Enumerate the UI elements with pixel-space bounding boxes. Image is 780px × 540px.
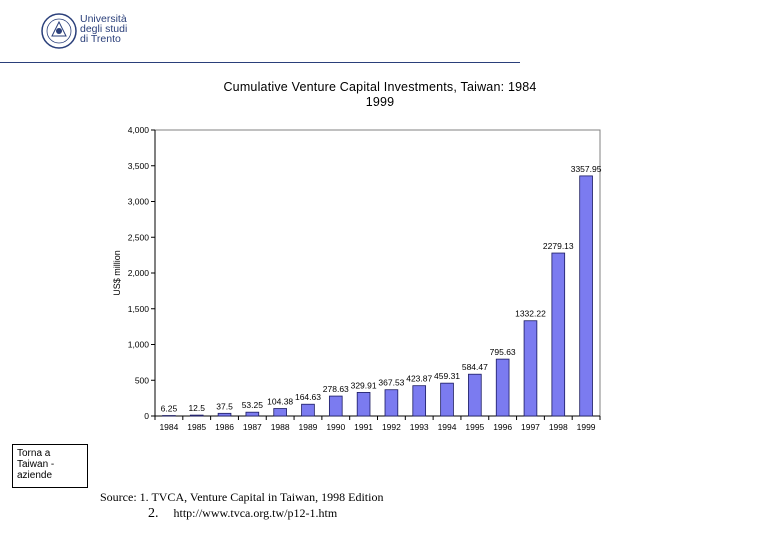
x-tick-label: 1984 xyxy=(159,422,178,432)
bar-1995 xyxy=(468,373,482,417)
x-tick-label: 1995 xyxy=(465,422,484,432)
back-link-line-3: aziende xyxy=(17,470,53,481)
bar-1992 xyxy=(384,389,399,417)
back-link-line-1: Torna a xyxy=(17,448,51,459)
university-logo[interactable]: Università degli studi di Trento xyxy=(40,12,140,52)
x-tick-label: 1997 xyxy=(521,422,540,432)
data-label-1990: 278.63 xyxy=(323,384,349,394)
university-seal-icon xyxy=(41,13,77,49)
data-label-1988: 104.38 xyxy=(267,397,293,407)
bar-1985 xyxy=(189,414,204,417)
y-tick-label: 3,500 xyxy=(128,161,150,171)
data-label-1993: 423.87 xyxy=(406,374,432,384)
y-tick-label: 2,500 xyxy=(128,232,150,242)
bar-1998 xyxy=(551,252,566,417)
x-tick-label: 1993 xyxy=(410,422,429,432)
chart-title-line-2: 1999 xyxy=(365,95,395,109)
bar-1987 xyxy=(245,411,260,417)
bar-1989 xyxy=(301,403,315,417)
x-tick-label: 1994 xyxy=(438,422,457,432)
bar-1986 xyxy=(217,412,232,417)
y-tick-label: 3,000 xyxy=(128,197,150,207)
y-tick-label: 1,000 xyxy=(128,340,150,350)
logo-line-2: degli studi xyxy=(80,23,128,35)
data-label-1995: 584.47 xyxy=(462,362,488,372)
bar-1990 xyxy=(328,395,343,417)
data-label-1996: 795.63 xyxy=(490,347,516,357)
data-label-1986: 37.5 xyxy=(216,401,233,411)
header-divider xyxy=(0,62,520,63)
logo-line-1: Università xyxy=(80,13,127,25)
bar-1994 xyxy=(440,382,454,417)
source-number-2: 2. xyxy=(148,506,159,521)
bar-1993 xyxy=(412,385,427,417)
back-to-taiwan-companies-link[interactable]: Torna a Taiwan - aziende xyxy=(12,444,88,488)
data-label-1998: 2279.13 xyxy=(543,241,574,251)
bar-chart: 0 500 1,000 1,500 2,000 2,500 3,000 3,500 4,000 U… xyxy=(112,125,602,432)
x-tick-label: 1988 xyxy=(271,422,290,432)
source-url[interactable]: http://www.tvca.org.tw/p12-1.htm xyxy=(173,506,338,520)
bar-1991 xyxy=(356,392,371,417)
y-tick-label: 500 xyxy=(135,375,149,385)
chart-title-line-1: Cumulative Venture Capital Investments, … xyxy=(223,80,537,94)
bar-1999 xyxy=(579,175,593,417)
x-tick-label: 1998 xyxy=(549,422,568,432)
data-label-1985: 12.5 xyxy=(188,403,205,413)
data-label-1992: 367.53 xyxy=(378,378,404,388)
y-tick-label: 0 xyxy=(144,411,149,421)
chart-title: Cumulative Venture Capital Investments, … xyxy=(180,80,580,110)
source-note-2: 2. http://www.tvca.org.tw/p12-1.htm xyxy=(148,506,337,522)
bar-1997 xyxy=(523,320,538,417)
data-label-1991: 329.91 xyxy=(351,380,377,390)
data-label-1997: 1332.22 xyxy=(515,309,546,319)
x-tick-label: 1989 xyxy=(299,422,318,432)
bar-1988 xyxy=(273,408,287,417)
bar-1996 xyxy=(495,358,510,417)
y-tick-label: 2,000 xyxy=(128,268,150,278)
back-link-line-2: Taiwan - xyxy=(17,459,55,470)
x-tick-label: 1996 xyxy=(493,422,512,432)
source-note-1: Source: 1. TVCA, Venture Capital in Taiw… xyxy=(100,490,384,504)
data-label-1987: 53.25 xyxy=(242,400,264,410)
data-label-1994: 459.31 xyxy=(434,371,460,381)
data-label-1989: 164.63 xyxy=(295,392,321,402)
x-tick-label: 1991 xyxy=(354,422,373,432)
y-tick-label: 4,000 xyxy=(128,125,150,135)
data-label-1999: 3357.95 xyxy=(571,164,602,174)
university-name: Università degli studi di Trento xyxy=(80,13,160,45)
x-tick-label: 1987 xyxy=(243,422,262,432)
y-axis-label: US$ million xyxy=(112,250,122,296)
x-tick-label: 1992 xyxy=(382,422,401,432)
x-tick-label: 1999 xyxy=(577,422,596,432)
x-tick-label: 1990 xyxy=(326,422,345,432)
logo-line-3: di Trento xyxy=(80,33,121,45)
x-tick-label: 1985 xyxy=(187,422,206,432)
x-tick-label: 1986 xyxy=(215,422,234,432)
data-label-1984: 6.25 xyxy=(161,404,178,414)
y-tick-label: 1,500 xyxy=(128,304,150,314)
